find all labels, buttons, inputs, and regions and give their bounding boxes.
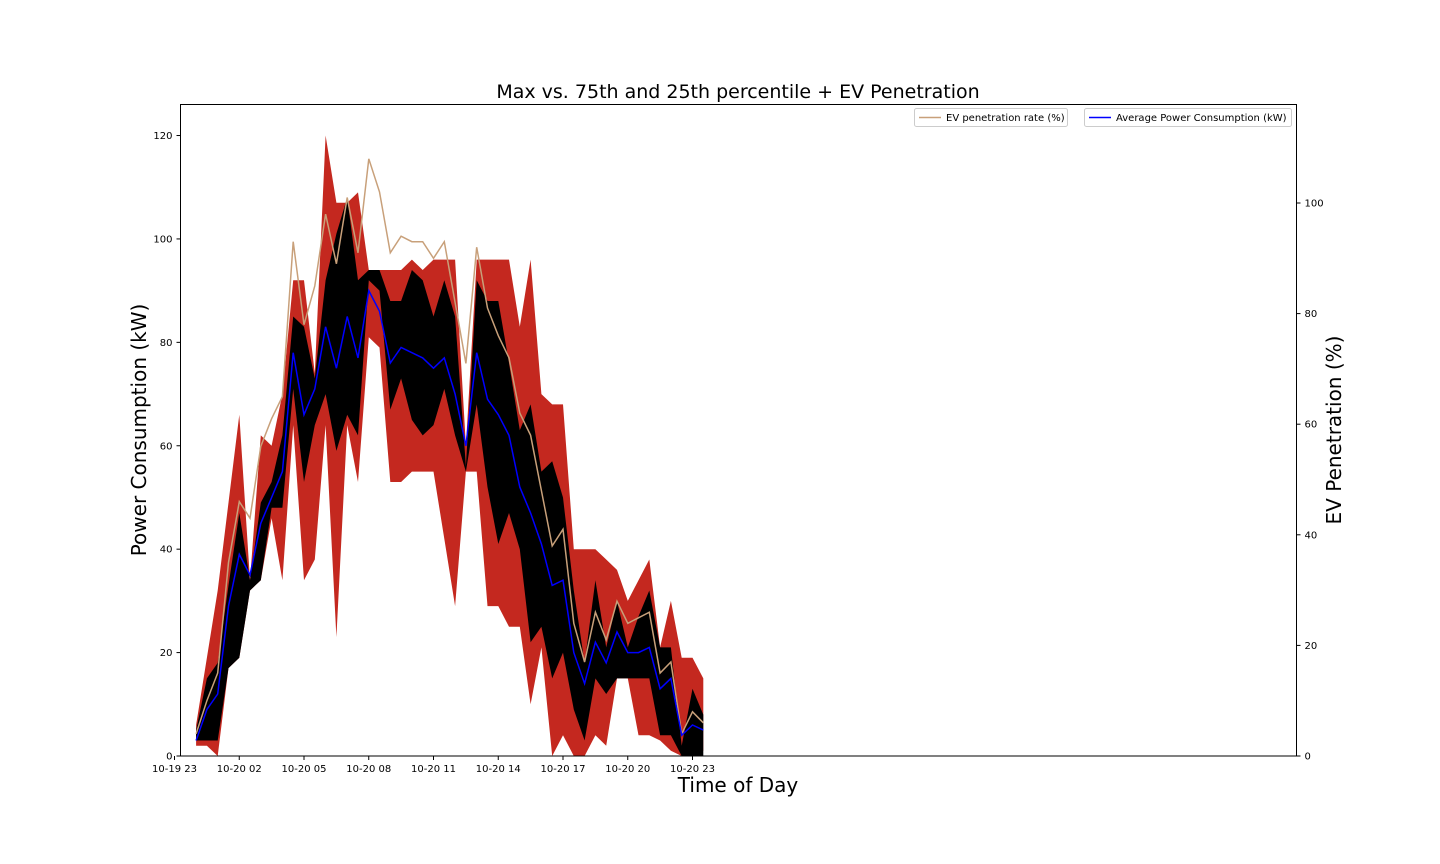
x-tick-label: 10-20 17: [541, 764, 586, 775]
y-tick-label: 100: [153, 234, 172, 245]
y-axis-title: Power Consumption (kW): [127, 304, 151, 557]
band-max-min: [196, 135, 704, 756]
legend-entry-ev-penetration: EV penetration rate (%): [914, 108, 1068, 127]
y2-tick-label: 80: [1305, 309, 1318, 320]
legend-entry-avg-power: Average Power Consumption (kW): [1084, 108, 1292, 127]
y2-tick-label: 0: [1305, 752, 1311, 763]
y2-tick-label: 20: [1305, 641, 1318, 652]
y-axis-right: 0 20 40 60 80 100: [1296, 199, 1324, 763]
x-tick-label: 10-20 08: [346, 764, 391, 775]
y-tick-label: 80: [160, 338, 173, 349]
y2-axis-title: EV Penetration (%): [1322, 336, 1346, 525]
x-tick-label: 10-20 11: [411, 764, 456, 775]
legend-box-ev: [914, 108, 1068, 127]
legend-label-avg: Average Power Consumption (kW): [1116, 113, 1287, 124]
y2-tick-label: 60: [1305, 420, 1318, 431]
x-tick-label: 10-19 23: [152, 764, 197, 775]
x-tick-label: 10-20 05: [282, 764, 327, 775]
series-line-1: [195, 288, 704, 741]
x-tick-label: 10-20 23: [670, 764, 715, 775]
y-tick-label: 60: [160, 441, 173, 452]
y-tick-label: 120: [153, 131, 172, 142]
y-tick-label: 0: [166, 752, 172, 763]
x-axis-title: Time of Day: [677, 773, 799, 797]
y-tick-label: 20: [160, 648, 173, 659]
y-tick-label: 40: [160, 545, 173, 556]
x-tick-label: 10-20 02: [217, 764, 262, 775]
percentile-bands: [196, 135, 704, 757]
series-line-0: [195, 158, 704, 737]
chart-title: Max vs. 75th and 25th percentile + EV Pe…: [496, 81, 979, 103]
y2-tick-label: 40: [1305, 530, 1318, 541]
series-lines: [195, 158, 704, 741]
x-tick-label: 10-20 14: [476, 764, 521, 775]
x-axis: 10-19 23 10-20 02 10-20 05 10-20 08 10-20 11…: [152, 756, 715, 775]
y-axis-left: 0 20 40 60 80 100 120: [153, 131, 181, 763]
legend-box-avg: [1084, 108, 1292, 127]
y2-tick-label: 100: [1305, 199, 1324, 210]
legend-label-ev: EV penetration rate (%): [946, 113, 1065, 124]
plot-frame: [180, 104, 1297, 757]
band-75-25-percentile: [196, 197, 704, 757]
legend: EV penetration rate (%) Average Power Co…: [914, 108, 1292, 127]
x-tick-label: 10-20 20: [605, 764, 650, 775]
